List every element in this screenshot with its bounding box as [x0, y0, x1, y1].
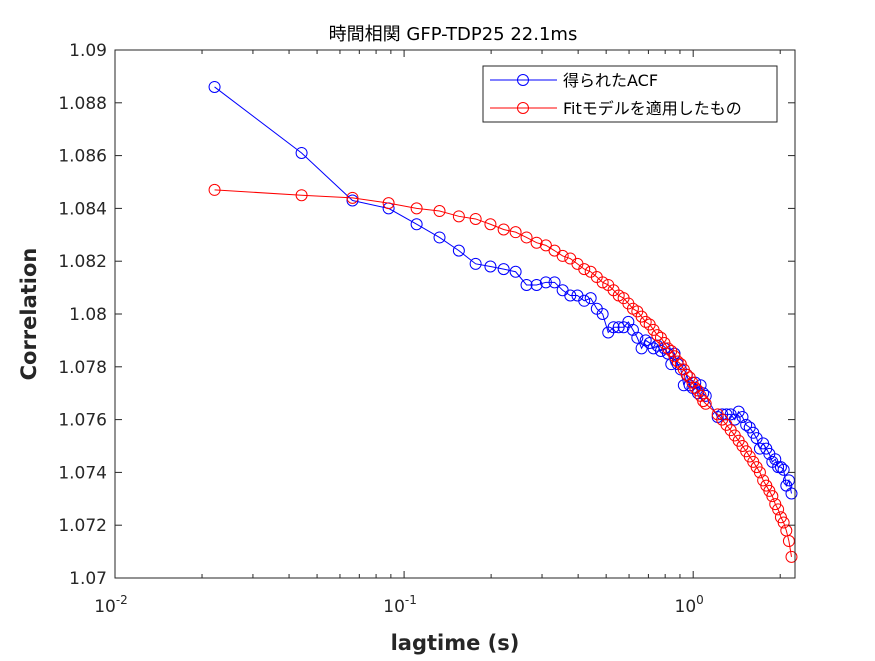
- series-1-marker: [639, 315, 652, 328]
- y-tick-label: 1.078: [58, 358, 107, 378]
- series-0-marker: [530, 278, 543, 291]
- series-1-marker: [433, 205, 446, 218]
- series-0-marker: [772, 461, 785, 474]
- series-1-marker: [484, 218, 497, 231]
- series-0-marker: [484, 260, 497, 273]
- series-1-marker: [509, 226, 522, 239]
- y-tick-label: 1.082: [58, 252, 107, 272]
- series-0-marker: [564, 289, 577, 302]
- series-0-marker: [539, 276, 552, 289]
- legend-box: [482, 65, 778, 123]
- series-1-marker: [753, 466, 766, 479]
- series-0-marker: [596, 308, 609, 320]
- x-tick-label: 10-2: [94, 593, 128, 617]
- series-1-marker: [680, 368, 693, 381]
- series-1-marker: [530, 236, 543, 249]
- y-tick-label: 1.076: [58, 411, 107, 431]
- y-tick-label: 1.074: [58, 463, 107, 483]
- x-tick-label: 10-1: [383, 593, 417, 617]
- series-0-marker: [665, 358, 678, 371]
- series-0-marker: [777, 463, 790, 476]
- axes: 1.07 1.072 1.074 1.076 1.078 1.08 1.082 1.084 1.…: [58, 41, 796, 617]
- series-1-marker: [651, 329, 664, 342]
- series-1-marker: [766, 490, 779, 503]
- series-1-marker: [596, 276, 609, 289]
- x-axis-title: lagtime (s): [391, 631, 520, 655]
- series-1-marker: [208, 183, 221, 196]
- series-1-marker: [556, 249, 569, 262]
- legend-marker-1: [517, 102, 529, 114]
- series-1-marker: [346, 191, 359, 204]
- series-0-marker: [612, 321, 625, 334]
- series-1-marker: [782, 535, 795, 548]
- legend: 得られたACF Fitモデルを適用したもの: [482, 65, 778, 123]
- series-1-marker: [539, 239, 552, 252]
- plot-area: [115, 50, 795, 578]
- series-0-marker: [469, 257, 482, 270]
- series-0-marker: [785, 487, 798, 500]
- y-tick-label: 1.08: [69, 305, 107, 325]
- series-1-marker: [295, 189, 308, 202]
- series-1-marker: [691, 384, 704, 397]
- y-axis-title: Correlation: [17, 248, 41, 381]
- y-tick-label: 1.084: [58, 199, 107, 219]
- series-0-marker: [639, 334, 652, 347]
- series-1-marker: [772, 503, 785, 516]
- series-0-marker: [578, 294, 591, 307]
- series-0-marker: [654, 344, 667, 357]
- series-0-marker: [631, 331, 644, 344]
- legend-marker-0: [517, 74, 529, 86]
- series-1-marker: [520, 231, 533, 244]
- series-1-marker: [777, 516, 790, 529]
- series-1-marker: [452, 210, 465, 223]
- series-0-marker: [782, 474, 795, 487]
- legend-label-0: 得られたACF: [563, 71, 658, 90]
- series-0-marker: [548, 276, 561, 289]
- series-1-marker: [661, 342, 674, 355]
- series-1-marker: [578, 263, 591, 276]
- series-0-marker: [584, 292, 597, 305]
- series-0-marker: [497, 263, 510, 276]
- series-1-marker: [785, 550, 798, 563]
- series-1-marker: [671, 355, 684, 368]
- series-0-marker: [452, 244, 465, 257]
- series-0-marker: [520, 278, 533, 291]
- plot-content: [208, 80, 798, 563]
- y-tick-label: 1.088: [58, 94, 107, 114]
- y-tick-label: 1.072: [58, 516, 107, 536]
- y-tick-label: 1.086: [58, 147, 107, 167]
- y-tick-label: 1.09: [69, 41, 107, 61]
- series-0-marker: [346, 194, 359, 207]
- series-0-marker: [410, 218, 423, 231]
- chart-title: 時間相関 GFP-TDP25 22.1ms: [329, 24, 578, 45]
- series-1-marker: [497, 223, 510, 236]
- series-0-marker: [607, 321, 620, 334]
- series-0-marker: [433, 231, 446, 244]
- series-1-marker: [382, 197, 395, 210]
- x-tick-label: 100: [675, 593, 704, 617]
- legend-label-1: Fitモデルを適用したもの: [563, 99, 742, 118]
- series-1-marker: [699, 397, 712, 410]
- series-0-marker: [295, 146, 308, 159]
- series-0-marker: [769, 453, 782, 466]
- series-0-marker: [208, 80, 221, 93]
- series-0-marker: [736, 410, 749, 423]
- series-0-marker: [740, 418, 753, 431]
- series-0-marker: [509, 265, 522, 278]
- series-1-marker: [469, 212, 482, 225]
- series-1-marker: [410, 202, 423, 215]
- series-1-marker: [697, 395, 710, 408]
- series-0-marker: [774, 461, 787, 474]
- series-line-1: [214, 189, 792, 557]
- y-tick-label: 1.07: [69, 569, 107, 589]
